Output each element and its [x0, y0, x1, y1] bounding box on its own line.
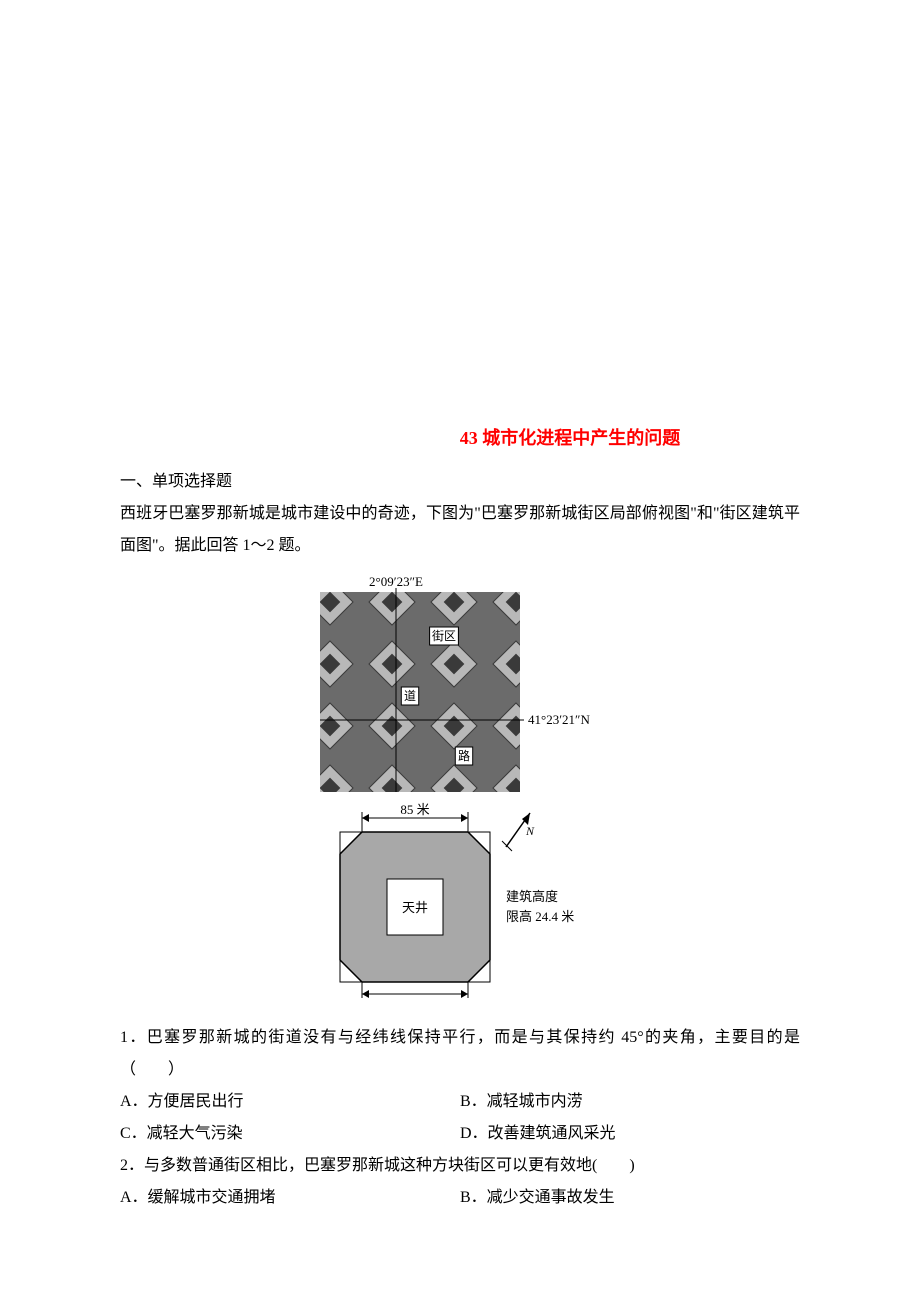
q1-optB: B．减轻城市内涝 — [460, 1086, 800, 1118]
q1-optC: C．减轻大气污染 — [120, 1118, 460, 1150]
figure-container: 街区道路 2°09′23″E 41°23′21″N 天井 85 米 N 建筑高度限高 24.… — [120, 572, 800, 1002]
q2-row1: A．缓解城市交通拥堵 B．减少交通事故发生 — [120, 1182, 800, 1214]
svg-text:天井: 天井 — [402, 900, 428, 915]
q1-stem: 1．巴塞罗那新城的街道没有与经纬线保持平行，而是与其保持约 45°的夹角，主要目… — [120, 1022, 800, 1086]
svg-text:道: 道 — [404, 689, 416, 703]
svg-text:路: 路 — [458, 748, 470, 763]
q1-row2: C．减轻大气污染 D．改善建筑通风采光 — [120, 1118, 800, 1150]
svg-text:限高 24.4 米: 限高 24.4 米 — [506, 909, 574, 924]
svg-text:建筑高度: 建筑高度 — [506, 889, 558, 904]
svg-text:2°09′23″E: 2°09′23″E — [369, 574, 423, 589]
q2-optB: B．减少交通事故发生 — [460, 1182, 800, 1214]
svg-text:85 米: 85 米 — [400, 802, 429, 817]
q2-stem: 2．与多数普通街区相比，巴塞罗那新城这种方块街区可以更有效地( ) — [120, 1150, 800, 1182]
figure-svg: 街区道路 2°09′23″E 41°23′21″N 天井 85 米 N 建筑高度限高 24.… — [280, 572, 640, 1002]
svg-text:街区: 街区 — [432, 629, 456, 643]
svg-text:41°23′21″N: 41°23′21″N — [528, 712, 590, 727]
q1-row1: A．方便居民出行 B．减轻城市内涝 — [120, 1086, 800, 1118]
section-heading: 一、单项选择题 — [120, 466, 800, 498]
page-title: 43 城市化进程中产生的问题 — [120, 420, 800, 456]
q1-optA: A．方便居民出行 — [120, 1086, 460, 1118]
q2-optA: A．缓解城市交通拥堵 — [120, 1182, 460, 1214]
svg-text:N: N — [525, 824, 535, 838]
intro-text: 西班牙巴塞罗那新城是城市建设中的奇迹，下图为"巴塞罗那新城街区局部俯视图"和"街… — [120, 498, 800, 562]
q1-optD: D．改善建筑通风采光 — [460, 1118, 800, 1150]
